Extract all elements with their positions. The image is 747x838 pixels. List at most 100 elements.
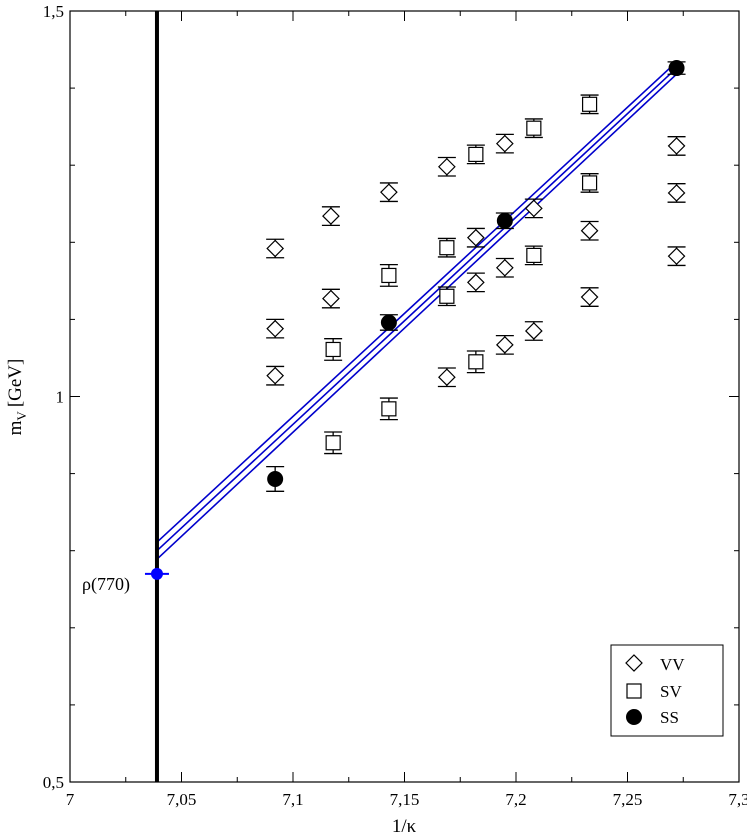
y-axis-label-unit: [GeV] xyxy=(5,359,26,408)
diamond-marker xyxy=(467,228,485,247)
diamond-marker xyxy=(266,366,285,385)
diamond-marker xyxy=(467,273,485,292)
square-marker xyxy=(581,175,598,191)
circle-marker xyxy=(496,212,513,229)
fit-line-lower xyxy=(156,73,678,560)
legend-marker-ss xyxy=(626,709,642,725)
y-axis-label-sub: V xyxy=(14,411,29,421)
diamond-marker xyxy=(322,289,340,308)
data-point-ss xyxy=(379,314,398,331)
data-point-sv xyxy=(379,397,398,421)
square-marker xyxy=(439,240,455,256)
data-point-vv xyxy=(524,321,543,341)
diamond-marker xyxy=(524,322,543,340)
data-point-sv xyxy=(524,245,543,266)
square-marker xyxy=(581,96,598,112)
extrapolated-marker xyxy=(150,567,163,580)
diamond-marker xyxy=(438,157,456,176)
y-axis-label-main: m xyxy=(5,420,26,435)
x-tick-label: 7,1 xyxy=(282,790,303,809)
diamond-marker xyxy=(580,221,599,240)
legend-marker-sv xyxy=(626,683,642,699)
x-tick-label: 7,05 xyxy=(167,790,197,809)
data-point-vv xyxy=(667,136,686,156)
y-axis-label: mV [GeV] xyxy=(5,359,29,436)
data-point-vv xyxy=(466,272,485,293)
data-point-vv xyxy=(437,367,456,388)
data-point-vv xyxy=(580,287,599,307)
diamond-marker xyxy=(266,319,285,338)
fit-lines xyxy=(156,61,678,560)
data-point-vv xyxy=(495,133,514,154)
legend-label-sv: SV xyxy=(660,682,682,701)
diamond-marker xyxy=(667,184,686,202)
y-tick-label: 1,5 xyxy=(43,2,64,21)
data-point-vv xyxy=(266,318,285,339)
data-point-ss xyxy=(266,466,285,492)
data-points xyxy=(266,60,686,492)
square-marker xyxy=(439,288,455,304)
y-tick-label: 0,5 xyxy=(43,773,64,792)
x-tick-label: 7 xyxy=(66,790,75,809)
data-point-vv xyxy=(437,156,456,177)
data-point-sv xyxy=(580,173,599,193)
data-point-vv xyxy=(667,183,686,203)
diamond-marker xyxy=(524,199,543,218)
legend-label-vv: VV xyxy=(660,655,685,674)
circle-marker xyxy=(267,470,284,487)
data-point-vv xyxy=(466,227,485,248)
svg-text:mV[GeV]: mV [GeV] xyxy=(5,359,29,436)
diamond-marker xyxy=(380,183,398,202)
data-point-vv xyxy=(495,257,514,278)
data-point-ss xyxy=(667,60,686,77)
legend-label-ss: SS xyxy=(660,708,679,727)
x-axis-label: 1/κ xyxy=(392,816,417,837)
data-point-sv xyxy=(466,350,485,374)
fit-line-upper xyxy=(156,61,678,543)
data-point-vv xyxy=(266,238,285,259)
diamond-marker xyxy=(438,368,456,387)
data-point-vv xyxy=(667,246,686,267)
axis-ticks: 7 7,05 7,1 7,15 7,2 7,25 7,3 0,5 1 1,5 xyxy=(43,2,747,809)
data-point-vv xyxy=(379,182,398,203)
square-marker xyxy=(325,341,341,358)
data-point-vv xyxy=(321,288,340,309)
data-point-sv xyxy=(466,144,485,165)
x-tick-label: 7,2 xyxy=(505,790,526,809)
square-marker xyxy=(381,401,397,417)
data-point-vv xyxy=(524,198,543,219)
data-point-sv xyxy=(379,264,398,287)
diamond-marker xyxy=(496,335,514,354)
diamond-marker xyxy=(496,134,514,153)
square-marker xyxy=(381,267,397,284)
data-point-sv xyxy=(524,118,543,139)
diamond-marker xyxy=(667,247,686,266)
diamond-marker xyxy=(266,239,285,258)
x-tick-label: 7,15 xyxy=(390,790,420,809)
data-point-vv xyxy=(321,206,340,226)
data-point-sv xyxy=(324,338,343,361)
data-point-ss xyxy=(495,212,514,230)
square-marker xyxy=(468,146,484,163)
data-point-sv xyxy=(324,431,343,455)
y-tick-label: 1 xyxy=(56,388,65,407)
square-marker xyxy=(526,247,542,264)
circle-marker xyxy=(668,60,685,77)
diamond-marker xyxy=(580,288,599,306)
square-marker xyxy=(468,354,484,370)
data-point-vv xyxy=(266,365,285,386)
square-marker xyxy=(325,435,341,451)
x-tick-label: 7,25 xyxy=(613,790,643,809)
data-point-sv xyxy=(437,286,456,307)
data-point-vv xyxy=(495,334,514,355)
diamond-marker xyxy=(496,258,514,277)
circle-marker xyxy=(380,314,397,331)
x-tick-label: 7,3 xyxy=(728,790,747,809)
data-point-sv xyxy=(437,237,456,258)
rho-label: ρ(770) xyxy=(82,574,130,595)
legend-marker-vv xyxy=(625,654,643,672)
extrapolated-point xyxy=(144,567,169,580)
square-marker xyxy=(526,120,542,136)
data-point-sv xyxy=(580,94,599,115)
